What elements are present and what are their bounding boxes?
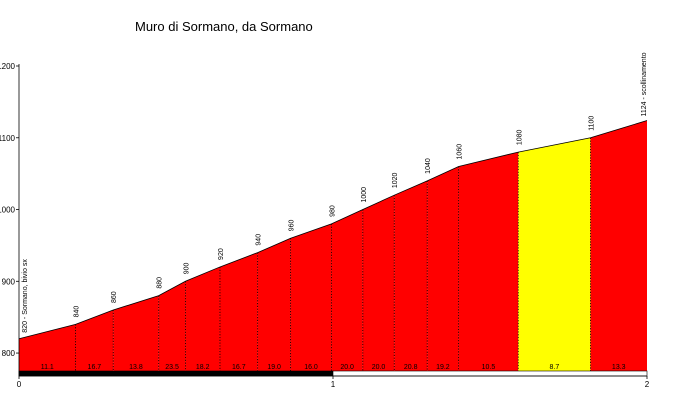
y-tick-label: 900 (2, 277, 16, 286)
y-tick-label: 1100 (0, 134, 16, 143)
x-tick-label: 0 (17, 380, 22, 389)
gradient-label-group: 11.1 16.7 13.8 23.5 18.2 16.7 19.0 16.0 20.0 20.0… (41, 364, 626, 371)
gradient-label: 19.0 (267, 364, 281, 371)
gradient-label: 8.7 (550, 364, 560, 371)
axes-group: 800 900 1000 1100 1200 0 1 2 (0, 62, 650, 389)
chart-title: Muro di Sormano, da Sormano (135, 19, 313, 34)
altitude-label: 860 (111, 291, 118, 303)
y-tick-label: 1200 (0, 62, 16, 71)
profile-segment (427, 166, 459, 371)
km-bar-segment (332, 370, 648, 377)
profile-outline (18, 120, 648, 340)
gradient-label: 20.0 (340, 364, 354, 371)
gradient-label: 18.2 (196, 364, 210, 371)
y-tick-label: 1000 (0, 206, 16, 215)
profile-segment (458, 152, 519, 371)
profile-segment (113, 295, 159, 371)
altitude-label: 840 (74, 306, 81, 318)
altitude-label: 1100 (588, 116, 595, 131)
altitude-label: 980 (329, 205, 336, 217)
altitude-label: 1000 (361, 187, 368, 203)
profile-segment (158, 281, 186, 371)
altitude-label: 880 (157, 277, 164, 289)
profile-segment (185, 266, 220, 371)
x-tick-label: 1 (331, 380, 336, 389)
y-tick-label: 800 (2, 349, 16, 358)
altitude-label: 920 (218, 248, 225, 260)
altitude-label: 1020 (392, 172, 399, 188)
profile-segment (257, 238, 291, 371)
gradient-label: 16.7 (232, 364, 246, 371)
km-bar (18, 370, 648, 377)
gradient-label: 10.5 (482, 364, 496, 371)
profile-segment (19, 324, 76, 371)
gradient-label: 23.5 (165, 364, 179, 371)
altitude-label: 1040 (425, 158, 432, 174)
altitude-label-group: 820 - Sormano, bivio sx 840 860 880 900 920 94… (22, 52, 648, 332)
gradient-label: 13.8 (129, 364, 143, 371)
gradient-label: 20.0 (372, 364, 386, 371)
altitude-label: 960 (289, 219, 296, 231)
gradient-label: 13.3 (612, 364, 626, 371)
segment-divider-group (75, 137, 591, 371)
profile-segment (362, 195, 395, 371)
altitude-label: 1080 (516, 129, 523, 145)
km-bar-segment (18, 370, 334, 377)
altitude-label: 940 (256, 234, 263, 246)
profile-segment (219, 252, 258, 371)
profile-segment (75, 310, 114, 371)
gradient-label: 16.0 (304, 364, 318, 371)
altitude-label: 900 (183, 263, 190, 275)
gradient-label: 16.7 (88, 364, 102, 371)
profile-segment (518, 137, 591, 371)
gradient-label: 11.1 (41, 364, 54, 371)
profile-outline-group (18, 120, 648, 340)
altitude-label: 820 - Sormano, bivio sx (22, 259, 29, 333)
gradient-label: 19.2 (436, 364, 450, 371)
profile-segment (590, 120, 647, 372)
profile-segment (394, 180, 428, 371)
profile-fill-group (19, 120, 647, 372)
x-tick-label: 2 (645, 380, 650, 389)
altitude-label: 1060 (457, 144, 464, 160)
profile-segment (331, 209, 363, 371)
profile-segment (290, 223, 332, 371)
gradient-label: 20.8 (404, 364, 418, 371)
altitude-label: 1124 - scollinamento (641, 52, 648, 116)
